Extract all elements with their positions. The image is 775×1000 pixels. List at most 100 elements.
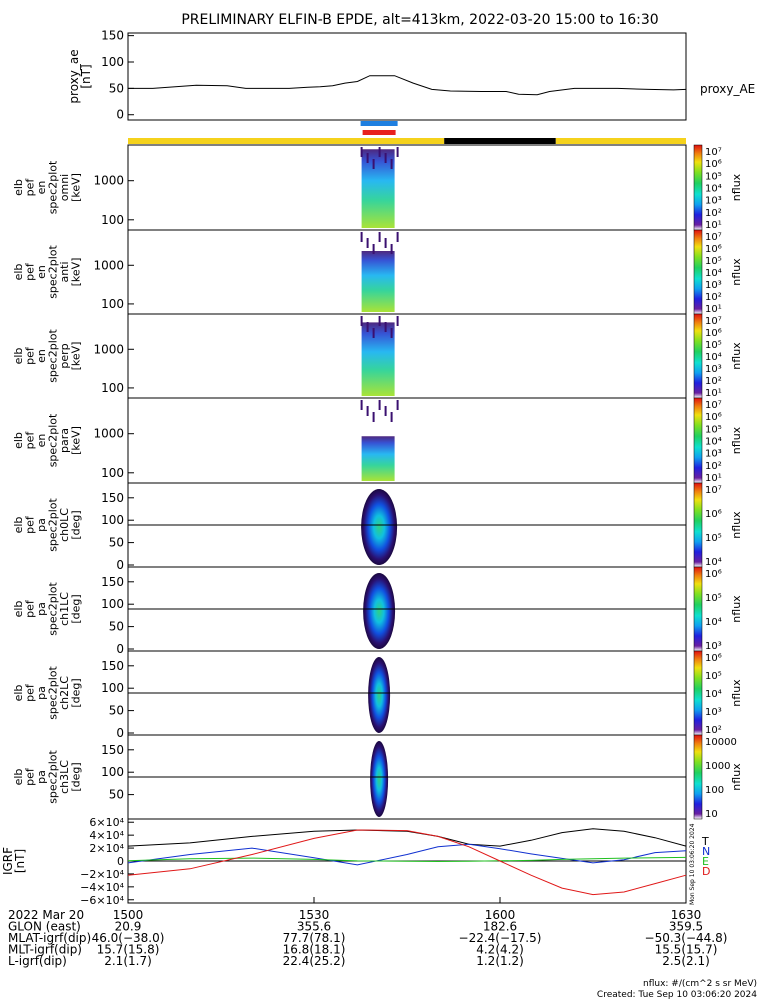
colorbar-label: nflux xyxy=(730,595,743,623)
colorbar xyxy=(693,229,703,315)
status-bar-segment xyxy=(444,138,556,144)
xaxis-row-value: 15.7(15.8) xyxy=(97,943,160,957)
spectrogram-ylabel: elb xyxy=(12,685,25,702)
spectrogram-ylabel: pef xyxy=(24,515,37,534)
colorbar-tick-label: 10⁴ xyxy=(705,689,722,700)
colorbar-tick-label: 10¹ xyxy=(705,388,722,399)
colorbar-tick-label: 10² xyxy=(705,376,722,387)
colorbar-tick-label: 10⁴ xyxy=(705,437,722,448)
spectrogram-tick-label: 150 xyxy=(101,575,124,589)
spectrogram-ylabel: pef xyxy=(24,262,37,281)
colorbar-tick-label: 10² xyxy=(705,292,722,303)
xaxis-tick-label: 1500 xyxy=(113,908,144,922)
igrf-ylabel: [nT] xyxy=(13,849,27,873)
spectrogram-tick-label: 100 xyxy=(101,597,124,611)
xaxis-row-value: 15.5(15.7) xyxy=(655,943,718,957)
colorbar-tick-label: 10² xyxy=(705,461,722,472)
spectrogram-ylabel: en xyxy=(35,181,48,195)
spectrogram-ylabel: pef xyxy=(24,178,37,197)
spectrogram-sparse-pixel xyxy=(378,232,381,242)
colorbar xyxy=(693,313,703,399)
colorbar-tick-label: 10⁶ xyxy=(705,244,722,255)
colorbar-label: nflux xyxy=(730,342,743,370)
xaxis-row-value: 16.8(18.1) xyxy=(283,943,346,957)
footer-created: Created: Tue Sep 10 03:06:20 2024 xyxy=(597,990,757,1000)
colorbar-tick-label: 10⁴ xyxy=(705,352,722,363)
spectrogram-sparse-pixel xyxy=(360,316,363,326)
colorbar-tick-label: 10⁵ xyxy=(705,340,722,351)
spectrogram-tick-label: 100 xyxy=(101,381,124,395)
colorbar-tick-label: 10³ xyxy=(705,280,722,291)
spectrogram-ylabel: pef xyxy=(24,599,37,618)
spectrogram-ylabel: spec2plot xyxy=(47,245,60,299)
spectrogram-sparse-pixel xyxy=(378,316,381,326)
proxy-ae-line xyxy=(128,75,687,96)
spectrogram-sparse-pixel xyxy=(372,159,375,169)
colorbar-tick-label: 10⁷ xyxy=(705,485,722,496)
colorbar-tick-label: 10⁵ xyxy=(705,171,722,182)
colorbar-tick-label: 10³ xyxy=(705,449,722,460)
colorbar-tick-label: 10⁵ xyxy=(705,671,722,682)
spectrogram-frame xyxy=(127,229,687,315)
colorbar-tick-label: 10⁴ xyxy=(705,557,722,568)
spectrogram-ylabel: spec2plot xyxy=(47,582,60,636)
colorbar-tick-label: 10⁶ xyxy=(705,509,722,520)
footer-units: nflux: #/(cm^2 s sr MeV) xyxy=(643,979,757,989)
spectrogram-ylabel: pef xyxy=(24,346,37,365)
igrf-line-e xyxy=(127,856,687,863)
spectrogram-ylabel: elb xyxy=(12,601,25,618)
igrf-tick-label: −2×10⁴ xyxy=(80,868,124,881)
pitch-angle-flux xyxy=(370,741,389,817)
spectrogram-sparse-pixel xyxy=(378,147,381,157)
spectrogram-ylabel: elb xyxy=(12,432,25,449)
spectrogram-flux xyxy=(361,149,395,228)
igrf-legend-d: D xyxy=(702,865,710,878)
spectrogram-sparse-pixel xyxy=(396,316,399,326)
xaxis-row-value: 46.0(−38.0) xyxy=(92,931,165,945)
spectrogram-ylabel: pef xyxy=(24,767,37,786)
spectrogram-ylabel: omni xyxy=(58,174,71,201)
spectrogram-tick-label: 0 xyxy=(116,558,124,572)
spectrogram-ylabel: pef xyxy=(24,431,37,450)
colorbar-tick-label: 10⁴ xyxy=(705,184,722,195)
spectrogram-tick-label: 50 xyxy=(109,620,124,634)
proxy-ae-ylabel: [nT] xyxy=(79,64,93,88)
spectrogram-ylabel: pa xyxy=(35,518,48,532)
colorbar-tick-label: 10⁶ xyxy=(705,653,722,664)
pitch-angle-flux xyxy=(361,489,398,565)
spectrogram-ylabel: elb xyxy=(12,264,25,281)
spectrogram-ylabel: elb xyxy=(12,517,25,534)
colorbar-tick-label: 10¹ xyxy=(705,304,722,315)
spectrogram-ylabel: pef xyxy=(24,683,37,702)
spectrogram-ylabel: spec2plot xyxy=(47,329,60,383)
science-zone-blue-bar xyxy=(360,121,398,126)
spectrogram-ylabel: spec2plot xyxy=(47,666,60,720)
xaxis-tick-label: 1630 xyxy=(671,908,702,922)
spectrogram-tick-label: 150 xyxy=(101,659,124,673)
spectrogram-tick-label: 50 xyxy=(109,704,124,718)
xaxis-row-value: 20.9 xyxy=(115,920,142,934)
igrf-legend-n: N xyxy=(702,845,710,858)
science-zone-red-bar xyxy=(362,130,396,135)
spectrogram-ylabel: para xyxy=(58,428,71,453)
spectrogram-frame xyxy=(127,144,687,231)
spectrogram-flux xyxy=(361,322,395,396)
xaxis-row-value: 77.7(78.1) xyxy=(283,931,346,945)
spectrogram-ylabel: anti xyxy=(58,261,71,282)
colorbar xyxy=(693,144,703,231)
spectrogram-sparse-pixel xyxy=(390,159,393,169)
spectrogram-ylabel: pa xyxy=(35,602,48,616)
pitch-angle-flux xyxy=(368,657,391,733)
colorbar-tick-label: 100 xyxy=(705,785,724,796)
status-bar-segment xyxy=(128,138,445,144)
xaxis-row-value: 22.4(25.2) xyxy=(283,954,346,968)
spectrogram-flux xyxy=(361,436,395,481)
spectrogram-sparse-pixel xyxy=(384,238,387,248)
colorbar-tick-label: 10⁶ xyxy=(705,569,722,580)
colorbar xyxy=(693,566,703,652)
colorbar-tick-label: 1000 xyxy=(705,761,730,772)
colorbar-tick-label: 10³ xyxy=(705,196,722,207)
spectrogram-tick-label: 100 xyxy=(101,681,124,695)
colorbar-label: nflux xyxy=(730,173,743,201)
